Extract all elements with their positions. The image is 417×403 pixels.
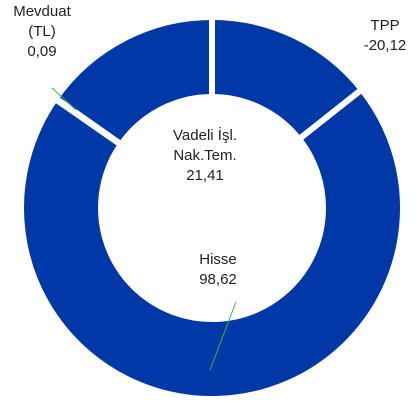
leader-line	[51, 87, 77, 111]
leader-line	[209, 301, 237, 371]
category-label: Mevduat (TL)	[13, 3, 71, 40]
value-label: 98,62	[199, 271, 237, 288]
category-label: Hisse	[199, 251, 237, 268]
donut-segment	[51, 13, 215, 149]
value-label: 21,41	[186, 167, 224, 184]
category-label: TPP	[370, 17, 400, 34]
category-label: Vadeli İşl. Nak.Tem.	[173, 127, 237, 164]
value-label: 0,09	[27, 43, 57, 60]
value-label: -20,12	[363, 37, 407, 54]
donut-segment	[18, 85, 406, 402]
